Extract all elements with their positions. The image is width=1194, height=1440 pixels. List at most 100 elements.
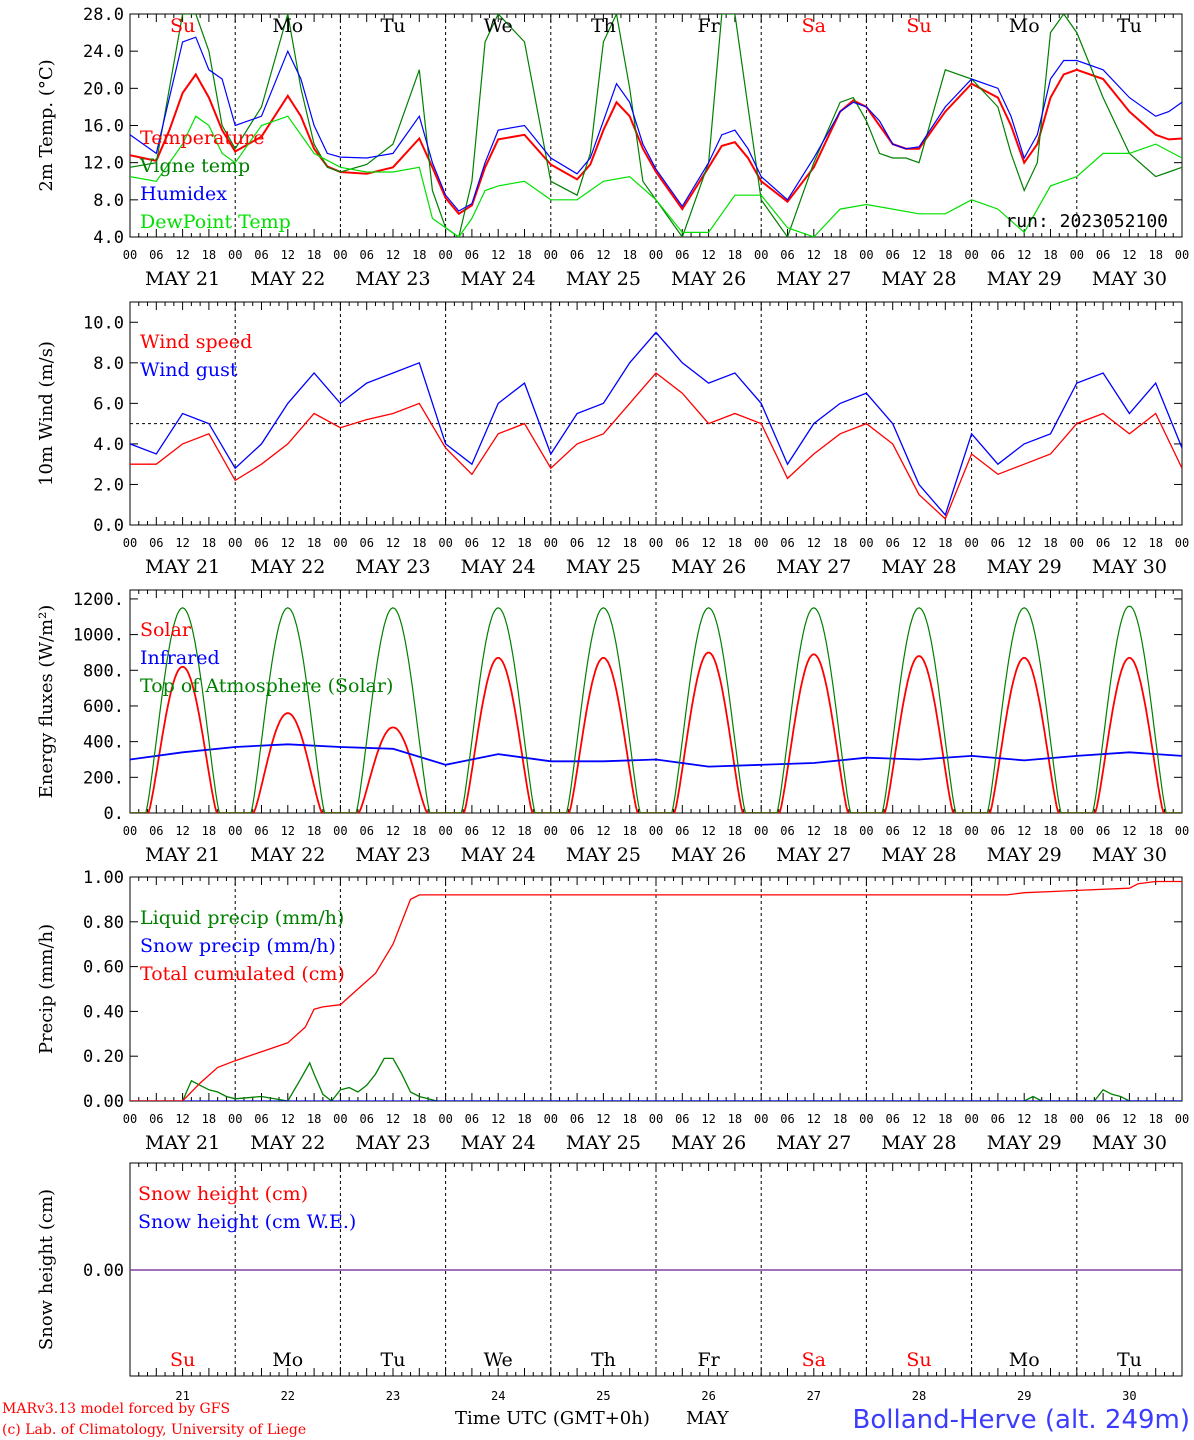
- date-label: MAY 23: [355, 556, 430, 578]
- hour-tick-label: 06: [254, 1112, 268, 1126]
- hour-tick-label: 06: [570, 824, 584, 838]
- hour-tick-label: 06: [885, 536, 899, 550]
- hour-tick-label: 00: [333, 248, 347, 262]
- hour-tick-label: 12: [491, 824, 505, 838]
- hour-tick-label: 18: [517, 536, 531, 550]
- hour-tick-label: 12: [175, 1112, 189, 1126]
- hour-tick-label: 00: [1070, 248, 1084, 262]
- legend-entry: Temperature: [140, 127, 264, 149]
- hour-tick-label: 00: [1070, 1112, 1084, 1126]
- hour-tick-label: 18: [1148, 248, 1162, 262]
- y-tick-label: 28.0: [83, 5, 124, 25]
- hour-tick-label: 00: [544, 248, 558, 262]
- hour-tick-label: 18: [517, 248, 531, 262]
- day-of-week-label: Mo: [1009, 1349, 1040, 1371]
- hour-tick-label: 00: [544, 1112, 558, 1126]
- date-label: MAY 22: [250, 268, 325, 290]
- hour-tick-label: 06: [675, 1112, 689, 1126]
- hour-tick-label: 18: [202, 1112, 216, 1126]
- hour-tick-label: 00: [754, 248, 768, 262]
- hour-tick-label: 06: [780, 1112, 794, 1126]
- hour-tick-label: 18: [622, 824, 636, 838]
- hour-tick-label: 18: [833, 1112, 847, 1126]
- energy-panel: 0. 200. 400. 600. 800. 1000. 1200. Energy fluxe…: [36, 589, 1189, 866]
- hour-tick-label: 00: [754, 824, 768, 838]
- hour-tick-label: 00: [649, 824, 663, 838]
- hour-tick-label: 12: [386, 824, 400, 838]
- series-line-dewpoint-temp: [130, 115, 1182, 237]
- hour-tick-label: 06: [1096, 1112, 1110, 1126]
- hour-tick-label: 18: [307, 824, 321, 838]
- y-axis-label: Energy fluxes (W/m²): [36, 605, 57, 799]
- hour-tick-label: 12: [912, 1112, 926, 1126]
- hour-tick-label: 18: [1148, 536, 1162, 550]
- day-of-week-label: We: [484, 1349, 513, 1371]
- hour-tick-label: 12: [596, 248, 610, 262]
- day-of-week-label: Su: [170, 15, 195, 37]
- hour-tick-label: 18: [622, 248, 636, 262]
- date-label: MAY 28: [881, 1132, 956, 1154]
- temperature-panel: 4.0 8.0 12.0 16.0 20.0 24.0 28.0 2m Temp. (°C) 0…: [36, 5, 1189, 290]
- hour-tick-label: 06: [359, 824, 373, 838]
- hour-tick-label: 06: [570, 248, 584, 262]
- y-tick-label: 2.0: [93, 475, 124, 495]
- hour-tick-label: 06: [359, 1112, 373, 1126]
- day-of-week-label: Tu: [1117, 1349, 1142, 1371]
- hour-tick-label: 00: [1175, 248, 1189, 262]
- time-axis-label: Time UTC (GMT+0h): [455, 1408, 650, 1429]
- date-label: MAY 21: [145, 556, 220, 578]
- date-label: MAY 25: [566, 1132, 641, 1154]
- hour-tick-label: 18: [833, 824, 847, 838]
- hour-tick-label: 12: [596, 824, 610, 838]
- hour-tick-label: 12: [701, 1112, 715, 1126]
- hour-tick-label: 12: [912, 824, 926, 838]
- hour-tick-label: 06: [991, 536, 1005, 550]
- date-label: MAY 30: [1092, 268, 1167, 290]
- hour-tick-label: 12: [807, 536, 821, 550]
- legend-entry: Top of Atmosphere (Solar): [140, 675, 393, 697]
- day-of-week-label: We: [484, 15, 513, 37]
- date-label: MAY 26: [671, 556, 746, 578]
- date-label: MAY 21: [145, 844, 220, 866]
- hour-tick-label: 12: [807, 248, 821, 262]
- hour-tick-label: 12: [281, 536, 295, 550]
- hour-tick-label: 18: [622, 536, 636, 550]
- hour-tick-label: 06: [885, 248, 899, 262]
- credit-line-1: MARv3.13 model forced by GFS: [2, 1401, 230, 1417]
- hour-tick-label: 12: [175, 536, 189, 550]
- hour-tick-label: 12: [175, 824, 189, 838]
- hour-tick-label: 06: [465, 536, 479, 550]
- hour-tick-label: 18: [938, 536, 952, 550]
- hour-tick-label: 06: [991, 1112, 1005, 1126]
- hour-tick-label: 00: [438, 248, 452, 262]
- date-label: MAY 29: [987, 556, 1062, 578]
- hour-tick-label: 12: [386, 248, 400, 262]
- month-label: MAY: [686, 1408, 730, 1429]
- precip-panel: 0.00 0.20 0.40 0.60 0.80 1.00 Precip (mm/h) 00 0…: [36, 868, 1189, 1154]
- hour-tick-label: 00: [123, 536, 137, 550]
- hour-tick-label: 18: [833, 248, 847, 262]
- hour-tick-label: 12: [596, 1112, 610, 1126]
- day-number-label: 26: [701, 1389, 715, 1403]
- hour-tick-label: 18: [412, 824, 426, 838]
- hour-tick-label: 18: [833, 536, 847, 550]
- plot-frame: [129, 589, 1183, 814]
- y-tick-label: 4.0: [93, 435, 124, 455]
- wind-panel: 0.0 2.0 4.0 6.0 8.0 10.0 10m Wind (m/s) 00 06 12 1…: [36, 301, 1189, 578]
- hour-tick-label: 06: [149, 1112, 163, 1126]
- hour-tick-label: 00: [333, 824, 347, 838]
- date-label: MAY 30: [1092, 844, 1167, 866]
- hour-tick-label: 18: [938, 248, 952, 262]
- hour-tick-label: 06: [465, 824, 479, 838]
- hour-tick-label: 00: [964, 536, 978, 550]
- date-label: MAY 25: [566, 268, 641, 290]
- day-number-label: 25: [596, 1389, 610, 1403]
- y-tick-label: 10.0: [83, 313, 124, 333]
- hour-tick-label: 18: [1043, 1112, 1057, 1126]
- legend-entry: Wind gust: [140, 359, 238, 381]
- hour-tick-label: 18: [938, 1112, 952, 1126]
- y-tick-label: 600.: [83, 697, 124, 717]
- hour-tick-label: 06: [465, 1112, 479, 1126]
- hour-tick-label: 06: [149, 824, 163, 838]
- series-line-wind-speed: [130, 372, 1182, 521]
